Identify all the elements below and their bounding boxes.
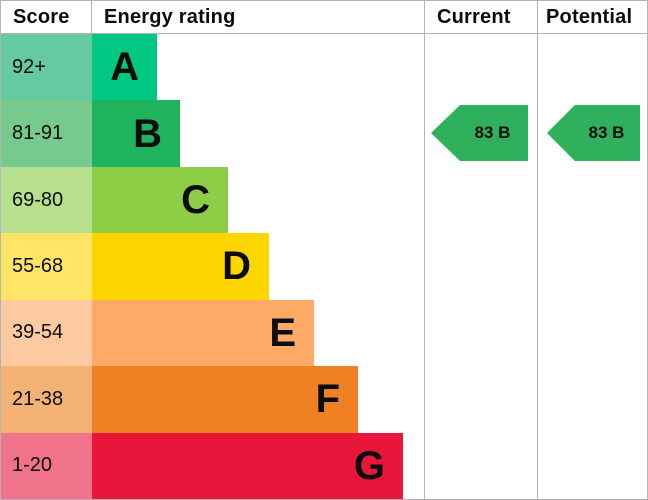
score-range-label: 21-38 xyxy=(12,387,64,410)
rating-bar: B xyxy=(92,100,180,167)
score-range-label: 69-80 xyxy=(12,188,64,211)
rating-band-row: 39-54 E xyxy=(1,299,647,367)
rating-bar: E xyxy=(92,299,314,367)
rating-letter: G xyxy=(353,443,385,488)
rating-letter: D xyxy=(222,244,251,289)
score-range-label: 39-54 xyxy=(12,321,64,344)
rating-letter: E xyxy=(269,310,296,355)
rating-band-row: 55-68 D xyxy=(1,233,647,300)
potential-column-header: Potential xyxy=(546,5,633,28)
score-column-header: Score xyxy=(1,1,92,33)
score-cell: 1-20 xyxy=(1,432,92,499)
rating-bands-container: 92+ A 81-91 B 69-80 C 55-68 D xyxy=(1,34,647,499)
rating-letter: F xyxy=(315,377,340,422)
score-cell: 69-80 xyxy=(1,166,92,234)
current-rating-label: 83 B xyxy=(474,123,511,142)
rating-letter: A xyxy=(110,45,139,90)
rating-letter: C xyxy=(181,178,210,223)
rating-band-row: 21-38 F xyxy=(1,366,647,433)
score-range-label: 1-20 xyxy=(12,454,53,477)
rating-band-row: 92+ A xyxy=(1,34,647,101)
header-row: Score Energy rating Current Potential xyxy=(1,1,647,34)
score-cell: 55-68 xyxy=(1,233,92,300)
score-cell: 39-54 xyxy=(1,299,92,367)
score-cell: 81-91 xyxy=(1,100,92,167)
potential-column-divider xyxy=(537,1,538,499)
score-range-label: 55-68 xyxy=(12,254,64,277)
rating-bar: G xyxy=(92,432,403,499)
score-cell: 21-38 xyxy=(1,366,92,433)
rating-band-row: 1-20 G xyxy=(1,432,647,499)
score-range-label: 92+ xyxy=(12,55,46,78)
current-column-divider xyxy=(424,1,425,499)
rating-bar: A xyxy=(92,34,157,101)
current-column-header: Current xyxy=(437,5,511,28)
score-range-label: 81-91 xyxy=(12,122,64,145)
rating-letter: B xyxy=(133,111,162,156)
score-cell: 92+ xyxy=(1,34,92,101)
energy-rating-column-header: Energy rating xyxy=(104,5,236,28)
rating-bar: F xyxy=(92,366,358,433)
rating-bar: D xyxy=(92,233,269,300)
rating-bar: C xyxy=(92,166,228,234)
rating-band-row: 69-80 C xyxy=(1,166,647,234)
rating-band-row: 81-91 B xyxy=(1,100,647,167)
potential-rating-label: 83 B xyxy=(588,123,625,142)
